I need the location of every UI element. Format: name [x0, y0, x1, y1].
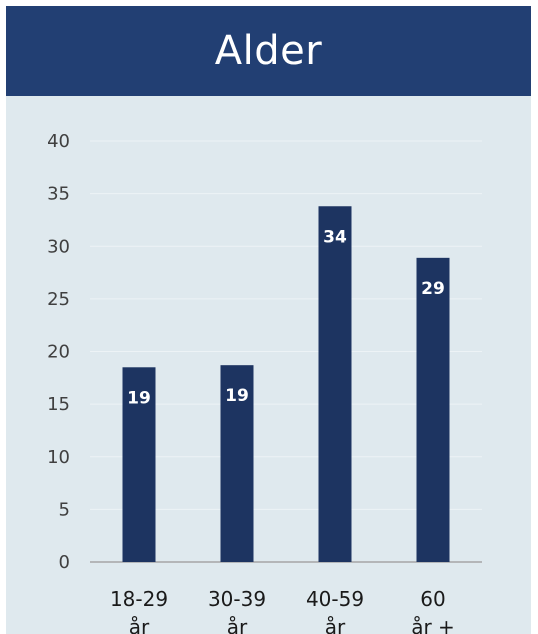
y-tick-label: 35 — [47, 184, 70, 205]
y-tick-label: 25 — [47, 289, 70, 310]
y-tick-label: 20 — [47, 342, 70, 363]
bar — [318, 206, 352, 562]
bar-chart: 0 5 10 15 20 25 30 35 40 19 18-29 år 19 30-39 år 34 40-5… — [47, 131, 482, 634]
category-label: år — [325, 615, 346, 634]
category-label: år + — [411, 615, 455, 634]
y-tick-label: 40 — [47, 131, 70, 152]
title-bar: Alder — [6, 6, 531, 96]
bar — [416, 257, 450, 562]
bar — [220, 365, 254, 562]
category-label: 30-39 — [208, 587, 266, 611]
data-label: 19 — [127, 388, 151, 408]
category-label: år — [129, 615, 150, 634]
data-label: 34 — [323, 227, 347, 247]
data-label: 19 — [225, 386, 249, 406]
category-label: 18-29 — [110, 587, 168, 611]
data-label: 29 — [421, 279, 445, 299]
y-tick-label: 0 — [59, 552, 70, 573]
category-label: år — [227, 615, 248, 634]
y-tick-label: 10 — [47, 447, 70, 468]
category-label: 60 — [420, 587, 445, 611]
y-tick-label: 15 — [47, 394, 70, 415]
y-tick-label: 5 — [59, 499, 70, 520]
chart-title: Alder — [214, 28, 323, 74]
bar — [122, 367, 156, 562]
category-label: 40-59 — [306, 587, 364, 611]
chart-card: Alder 0 5 10 15 20 25 30 35 40 19 18-29 år 19 30-39 år… — [6, 6, 531, 634]
y-tick-label: 30 — [47, 236, 70, 257]
